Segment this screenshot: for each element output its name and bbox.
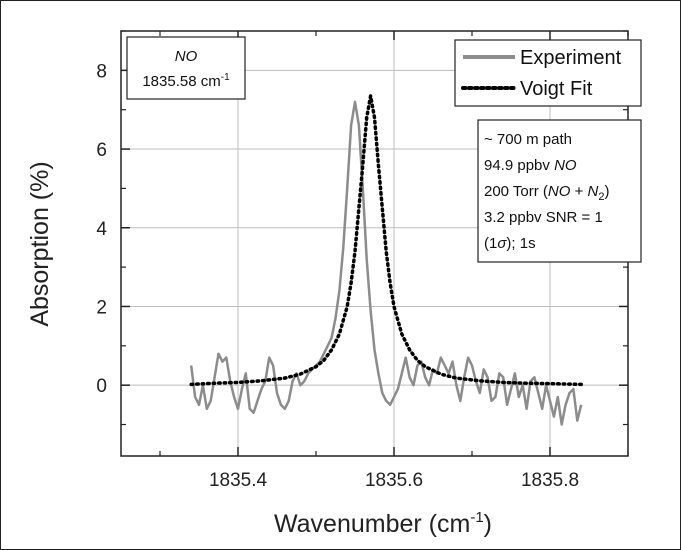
legend-label-experiment: Experiment bbox=[520, 47, 622, 69]
y-tick-label: 8 bbox=[96, 61, 107, 82]
measurement-info-box: ~ 700 m path 94.9 ppbv NO 200 Torr (NO +… bbox=[478, 120, 641, 262]
legend: Experiment Voigt Fit bbox=[455, 40, 641, 106]
x-tick-label: 1835.6 bbox=[365, 470, 423, 491]
x-axis-title: Wavenumber (cm-1) bbox=[274, 509, 492, 538]
legend-label-voigt: Voigt Fit bbox=[520, 78, 593, 100]
species-annotation-box: NO 1835.58 cm-1 bbox=[127, 37, 245, 99]
info-concentration: 94.9 ppbv NO bbox=[484, 157, 577, 174]
line-position-label: 1835.58 cm-1 bbox=[142, 72, 230, 90]
y-tick-label: 6 bbox=[96, 140, 107, 161]
species-label: NO bbox=[175, 48, 198, 65]
y-axis-title: Absorption (%) bbox=[26, 161, 54, 326]
info-path-length: ~ 700 m path bbox=[484, 131, 572, 148]
info-averaging: (1σ); 1s bbox=[484, 235, 536, 252]
y-tick-label: 2 bbox=[96, 297, 107, 318]
info-detection-limit: 3.2 ppbv SNR = 1 bbox=[484, 209, 603, 226]
x-tick-label: 1835.8 bbox=[521, 470, 579, 491]
y-tick-label: 4 bbox=[96, 219, 107, 240]
x-tick-label: 1835.4 bbox=[209, 470, 268, 491]
y-tick-label: 0 bbox=[96, 376, 107, 397]
